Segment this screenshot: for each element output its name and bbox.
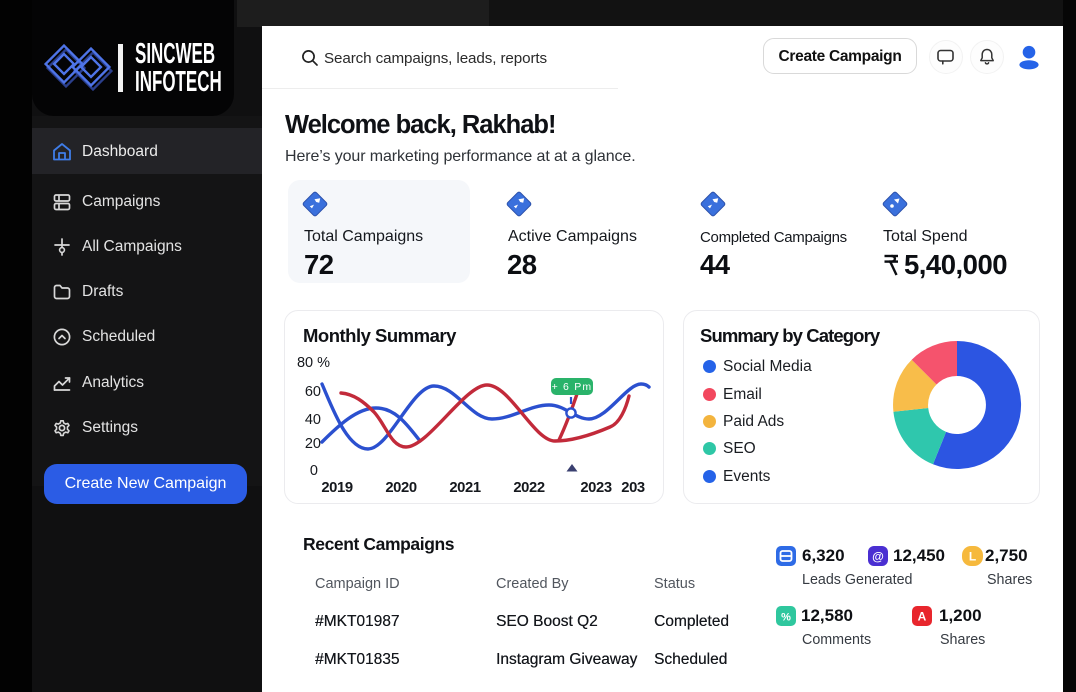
svg-text:+ 6 Pm: + 6 Pm (552, 381, 593, 393)
svg-text:@: @ (872, 550, 884, 564)
svg-text:%: % (781, 612, 791, 624)
svg-text:L: L (969, 550, 976, 564)
svg-text:A: A (918, 610, 927, 624)
